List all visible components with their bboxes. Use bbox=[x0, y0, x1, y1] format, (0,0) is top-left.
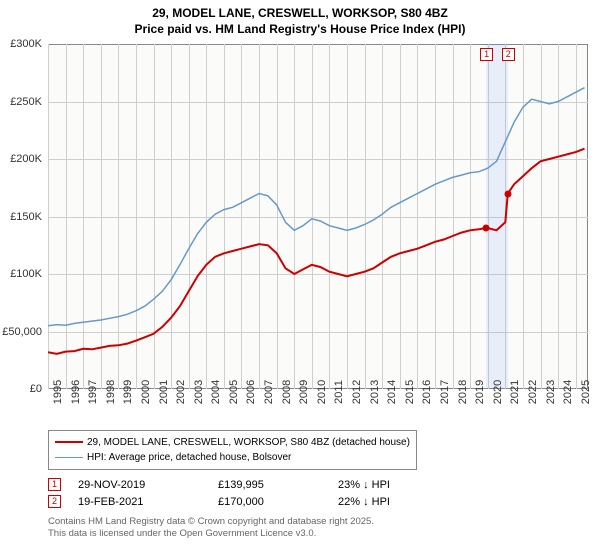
y-axis-label: £100K bbox=[10, 268, 42, 280]
chart-event-dot-2 bbox=[504, 190, 511, 197]
series-line-hpi bbox=[48, 88, 585, 326]
plot-area: 12 £0£50,000£100K£150K£200K£250K£300K 19… bbox=[48, 44, 588, 389]
event-marker-1: 1 bbox=[48, 478, 61, 491]
x-axis-label: 2002 bbox=[175, 380, 187, 404]
series-line-price_paid bbox=[48, 149, 585, 354]
x-axis-label: 2013 bbox=[369, 380, 381, 404]
event-row-2: 2 19-FEB-2021 £170,000 22% ↓ HPI bbox=[48, 495, 588, 508]
x-axis-label: 2022 bbox=[527, 380, 539, 404]
legend-label-2: HPI: Average price, detached house, Bols… bbox=[87, 452, 291, 463]
chart-event-marker-1: 1 bbox=[480, 48, 493, 61]
x-axis-label: 2010 bbox=[316, 380, 328, 404]
event-row-1: 1 29-NOV-2019 £139,995 23% ↓ HPI bbox=[48, 478, 588, 491]
event-date-2: 19-FEB-2021 bbox=[78, 496, 218, 508]
x-axis-label: 1999 bbox=[122, 380, 134, 404]
legend-swatch-2 bbox=[55, 457, 83, 459]
event-marker-2: 2 bbox=[48, 495, 61, 508]
chart-title: 29, MODEL LANE, CRESWELL, WORKSOP, S80 4… bbox=[0, 0, 600, 37]
x-axis-label: 1997 bbox=[87, 380, 99, 404]
x-axis-label: 2001 bbox=[158, 380, 170, 404]
legend-area: 29, MODEL LANE, CRESWELL, WORKSOP, S80 4… bbox=[48, 430, 588, 541]
legend-row-1: 29, MODEL LANE, CRESWELL, WORKSOP, S80 4… bbox=[55, 435, 410, 450]
x-axis-label: 2000 bbox=[140, 380, 152, 404]
event-price-1: £139,995 bbox=[218, 479, 338, 491]
legend-swatch-1 bbox=[55, 441, 83, 443]
event-table: 1 29-NOV-2019 £139,995 23% ↓ HPI 2 19-FE… bbox=[48, 478, 588, 508]
x-axis-label: 2024 bbox=[562, 380, 574, 404]
legend-row-2: HPI: Average price, detached house, Bols… bbox=[55, 450, 410, 465]
x-axis-label: 2018 bbox=[457, 380, 469, 404]
copyright: Contains HM Land Registry data © Crown c… bbox=[48, 516, 588, 541]
x-axis-label: 2019 bbox=[474, 380, 486, 404]
chart-event-marker-2: 2 bbox=[502, 48, 515, 61]
title-line-1: 29, MODEL LANE, CRESWELL, WORKSOP, S80 4… bbox=[0, 6, 600, 22]
chart-container: 29, MODEL LANE, CRESWELL, WORKSOP, S80 4… bbox=[0, 0, 600, 560]
x-axis-label: 2025 bbox=[580, 380, 592, 404]
x-axis-label: 2009 bbox=[298, 380, 310, 404]
y-axis-label: £0 bbox=[30, 383, 42, 395]
y-axis-label: £50,000 bbox=[2, 326, 42, 338]
x-axis-label: 2004 bbox=[210, 380, 222, 404]
x-axis-label: 2014 bbox=[386, 380, 398, 404]
x-axis-label: 1996 bbox=[70, 380, 82, 404]
x-axis-label: 2012 bbox=[351, 380, 363, 404]
event-diff-2: 22% ↓ HPI bbox=[338, 496, 438, 508]
x-axis-label: 2020 bbox=[492, 380, 504, 404]
x-axis-label: 2023 bbox=[545, 380, 557, 404]
legend-box: 29, MODEL LANE, CRESWELL, WORKSOP, S80 4… bbox=[48, 430, 417, 470]
y-axis-label: £250K bbox=[10, 96, 42, 108]
y-axis-label: £300K bbox=[10, 38, 42, 50]
x-axis-label: 2005 bbox=[228, 380, 240, 404]
title-line-2: Price paid vs. HM Land Registry's House … bbox=[0, 22, 600, 38]
line-chart-svg bbox=[48, 44, 588, 389]
x-axis-label: 2016 bbox=[421, 380, 433, 404]
event-price-2: £170,000 bbox=[218, 496, 338, 508]
chart-event-dot-1 bbox=[483, 225, 490, 232]
legend-label-1: 29, MODEL LANE, CRESWELL, WORKSOP, S80 4… bbox=[87, 437, 410, 448]
y-axis-label: £200K bbox=[10, 153, 42, 165]
x-axis-label: 2008 bbox=[281, 380, 293, 404]
x-axis-label: 1998 bbox=[105, 380, 117, 404]
x-axis-label: 2007 bbox=[263, 380, 275, 404]
x-axis-label: 2011 bbox=[333, 380, 345, 404]
x-axis-label: 2021 bbox=[509, 380, 521, 404]
y-axis-label: £150K bbox=[10, 211, 42, 223]
x-axis-label: 2017 bbox=[439, 380, 451, 404]
event-date-1: 29-NOV-2019 bbox=[78, 479, 218, 491]
x-axis-label: 2006 bbox=[245, 380, 257, 404]
event-diff-1: 23% ↓ HPI bbox=[338, 479, 438, 491]
copyright-line-1: Contains HM Land Registry data © Crown c… bbox=[48, 516, 588, 528]
x-axis-label: 1995 bbox=[52, 380, 64, 404]
x-axis-label: 2015 bbox=[404, 380, 416, 404]
x-axis-label: 2003 bbox=[193, 380, 205, 404]
copyright-line-2: This data is licensed under the Open Gov… bbox=[48, 528, 588, 540]
